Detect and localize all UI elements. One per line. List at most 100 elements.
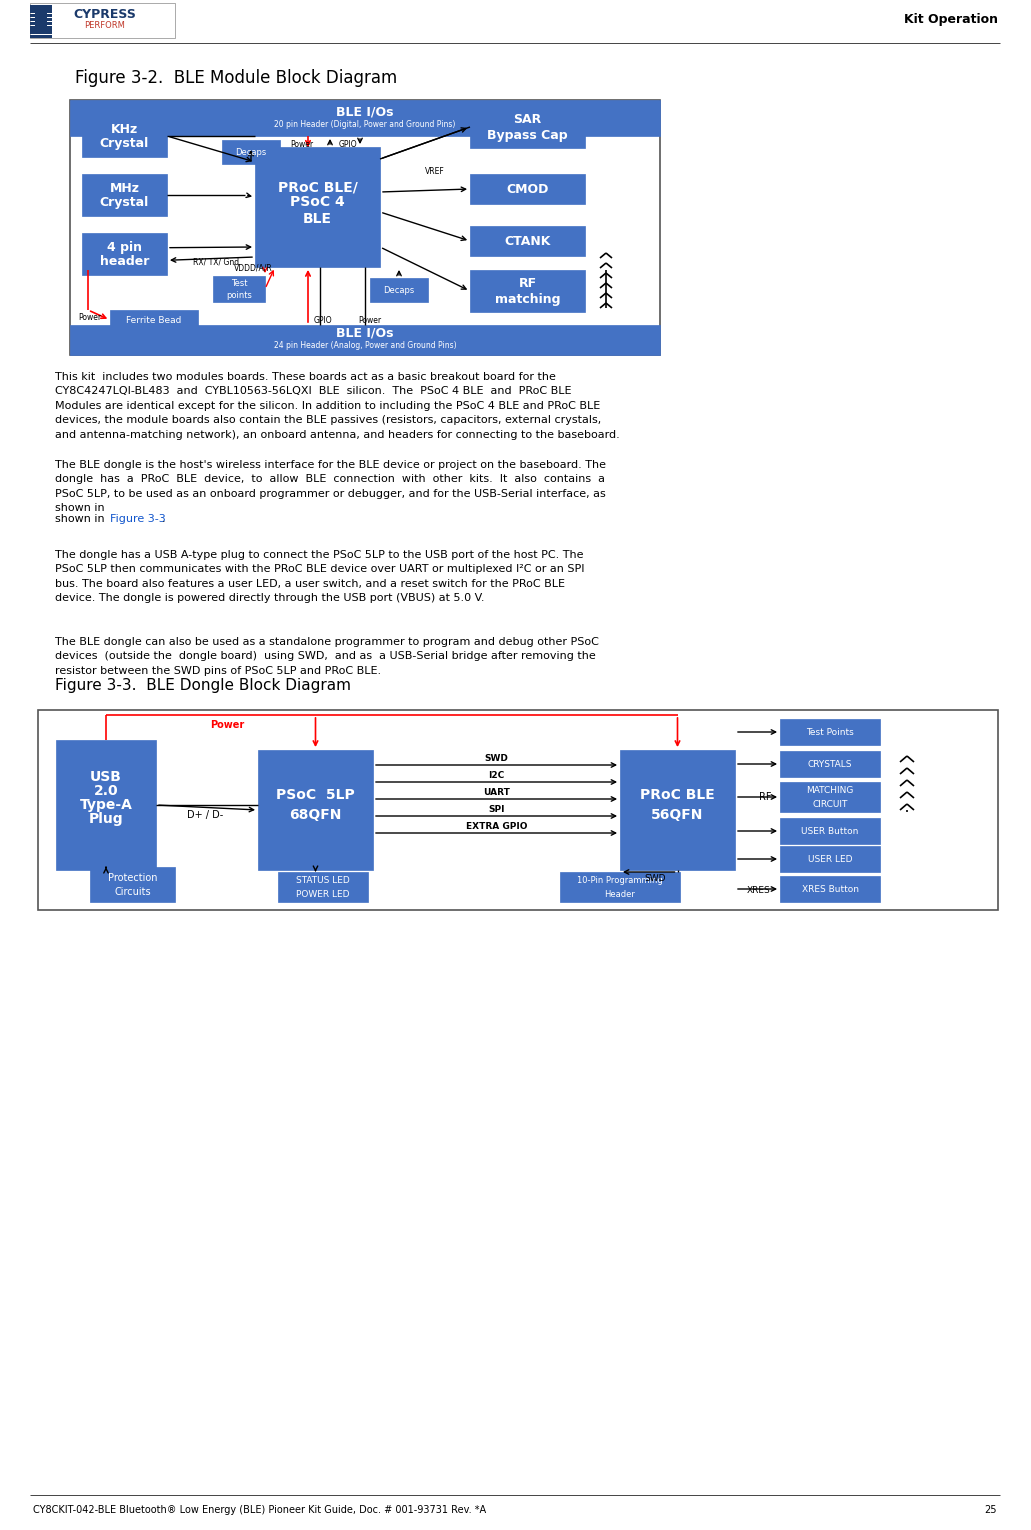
Text: PRoC BLE/: PRoC BLE/ (277, 181, 358, 194)
Bar (82, 233, 167, 275)
Text: USER LED: USER LED (807, 854, 853, 863)
Text: Crystal: Crystal (100, 136, 149, 150)
Text: 24 pin Header (Analog, Power and Ground Pins): 24 pin Header (Analog, Power and Ground … (273, 341, 457, 349)
Bar (30, 31, 52, 34)
Bar (258, 750, 373, 871)
Text: SPI: SPI (489, 805, 505, 814)
Text: 2.0: 2.0 (94, 783, 119, 799)
Text: SAR: SAR (513, 113, 541, 125)
Text: The BLE dongle can also be used as a standalone programmer to program and debug : The BLE dongle can also be used as a sta… (55, 636, 599, 676)
Bar (780, 751, 880, 777)
Text: PRoC BLE: PRoC BLE (640, 788, 714, 802)
Bar (30, 26, 52, 29)
Bar (255, 147, 380, 268)
Bar (90, 868, 175, 903)
Text: XRES: XRES (747, 886, 771, 895)
Bar (278, 872, 368, 903)
Bar (30, 35, 52, 38)
Bar (620, 750, 735, 871)
Text: Power: Power (78, 312, 101, 321)
Text: D+ / D-: D+ / D- (187, 809, 223, 820)
Bar (780, 782, 880, 812)
Text: .: . (162, 514, 166, 523)
Text: CRYSTALS: CRYSTALS (807, 759, 853, 768)
Text: MHz: MHz (109, 182, 139, 194)
Bar (30, 14, 52, 17)
Text: Plug: Plug (89, 812, 124, 826)
Bar (470, 106, 585, 148)
Text: UART: UART (484, 788, 510, 797)
Bar (70, 99, 660, 355)
Bar (470, 174, 585, 203)
Text: PSoC  5LP: PSoC 5LP (276, 788, 355, 802)
Text: Kit Operation: Kit Operation (904, 12, 998, 26)
Text: BLE I/Os: BLE I/Os (336, 326, 394, 340)
Text: points: points (226, 291, 252, 300)
Text: CY8CKIT-042-BLE Bluetooth® Low Energy (BLE) Pioneer Kit Guide, Doc. # 001-93731 : CY8CKIT-042-BLE Bluetooth® Low Energy (B… (33, 1506, 487, 1515)
Text: This kit  includes two modules boards. These boards act as a basic breakout boar: This kit includes two modules boards. Th… (55, 372, 620, 439)
Text: USER Button: USER Button (801, 826, 859, 835)
Text: RF: RF (519, 277, 536, 289)
Text: Protection: Protection (108, 872, 158, 883)
Text: Circuits: Circuits (114, 886, 151, 897)
Text: 4 pin: 4 pin (107, 240, 142, 254)
Text: Type-A: Type-A (79, 799, 132, 812)
Text: CTANK: CTANK (504, 234, 551, 248)
Text: Figure 3-3.  BLE Dongle Block Diagram: Figure 3-3. BLE Dongle Block Diagram (55, 678, 351, 693)
Bar (780, 719, 880, 745)
Text: XRES Button: XRES Button (801, 884, 859, 894)
Text: The BLE dongle is the host's wireless interface for the BLE device or project on: The BLE dongle is the host's wireless in… (55, 461, 606, 513)
Text: CIRCUIT: CIRCUIT (812, 800, 847, 808)
Text: RF: RF (759, 793, 771, 802)
Text: header: header (100, 254, 149, 268)
Text: GPIO: GPIO (313, 315, 332, 324)
Bar (780, 819, 880, 845)
Text: BLE I/Os: BLE I/Os (336, 106, 394, 118)
Text: Decaps: Decaps (235, 147, 267, 156)
Bar (70, 324, 660, 355)
Text: BLE: BLE (303, 213, 332, 226)
Bar (110, 311, 198, 330)
Text: VREF: VREF (425, 167, 444, 176)
Text: The dongle has a USB A-type plug to connect the PSoC 5LP to the USB port of the : The dongle has a USB A-type plug to conn… (55, 549, 585, 603)
Text: Bypass Cap: Bypass Cap (488, 129, 568, 141)
Text: GPIO: GPIO (339, 139, 358, 148)
Text: Decaps: Decaps (384, 286, 414, 294)
Text: Ferrite Bead: Ferrite Bead (127, 315, 181, 324)
Bar (35, 9, 47, 31)
Text: CYPRESS: CYPRESS (73, 8, 136, 20)
Bar (30, 5, 52, 9)
Text: SWD: SWD (644, 874, 666, 883)
Bar (560, 872, 680, 903)
Text: 20 pin Header (Digital, Power and Ground Pins): 20 pin Header (Digital, Power and Ground… (274, 119, 456, 129)
Text: matching: matching (495, 292, 560, 306)
Text: 10-Pin Programming: 10-Pin Programming (577, 875, 663, 884)
Bar (82, 174, 167, 216)
Text: POWER LED: POWER LED (296, 889, 350, 898)
Text: KHz: KHz (111, 122, 138, 136)
Bar (30, 18, 52, 21)
Bar (30, 3, 175, 38)
Text: Power: Power (359, 315, 381, 324)
Bar (82, 115, 167, 158)
Text: USB: USB (90, 770, 122, 783)
Bar (222, 141, 280, 164)
Text: PSoC 4: PSoC 4 (290, 194, 345, 210)
Text: PERFORM: PERFORM (85, 20, 126, 29)
Text: Power: Power (210, 721, 244, 730)
Text: SWD: SWD (485, 753, 508, 762)
Text: EXTRA GPIO: EXTRA GPIO (466, 822, 527, 831)
Bar (70, 99, 660, 136)
Bar (470, 269, 585, 312)
Text: 25: 25 (985, 1506, 997, 1515)
Bar (38, 710, 998, 910)
Bar (30, 9, 52, 12)
Bar (780, 846, 880, 872)
Bar (213, 275, 265, 301)
Text: I2C: I2C (489, 771, 504, 779)
Text: Crystal: Crystal (100, 196, 149, 208)
Bar (780, 877, 880, 903)
Bar (30, 21, 52, 26)
Text: 68QFN: 68QFN (290, 808, 341, 822)
Bar (56, 741, 156, 871)
